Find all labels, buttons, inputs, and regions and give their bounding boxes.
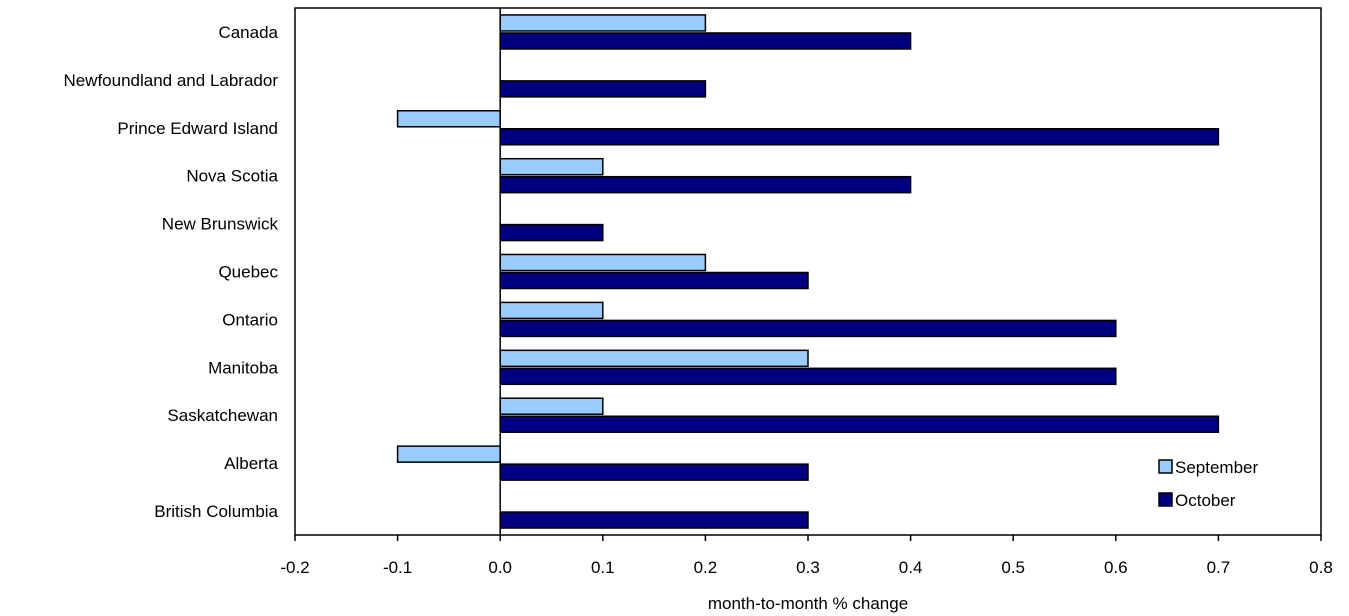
bar-september [499,349,809,368]
category-label: Newfoundland and Labrador [63,71,278,90]
x-tick-label: -0.1 [383,558,412,577]
x-tick-label: 0.8 [1309,558,1333,577]
category-label: Nova Scotia [186,167,278,186]
x-tick-label: 0.0 [488,558,512,577]
category-labels: Canada Newfoundland and Labrador Prince Ed… [63,23,278,521]
category-label: Ontario [222,310,278,329]
x-tick-label: 0.3 [796,558,820,577]
legend-swatch-september [1158,459,1173,474]
legend-swatch-october [1158,492,1173,507]
bar-october [499,271,809,290]
bar-october [499,511,809,529]
bar-october [499,80,707,98]
x-tick-label: 0.7 [1207,558,1231,577]
bar-october [499,175,912,194]
bar-october [499,32,912,50]
category-label: Canada [218,23,278,42]
bar-october [499,463,809,481]
bar-october [499,319,1117,338]
category-label: Manitoba [208,358,278,377]
bar-september [499,253,707,272]
bar-september [499,397,604,415]
bar-september [396,445,501,463]
legend-label-october: October [1175,491,1236,510]
bar-october [499,128,1220,146]
category-label: Prince Edward Island [117,119,278,138]
category-label: British Columbia [154,502,278,521]
x-tick-label: -0.2 [280,558,309,577]
x-tick-label: 0.5 [1001,558,1025,577]
bar-september [499,157,604,176]
x-axis-ticks: -0.2 -0.1 0.0 0.1 0.2 0.3 0.4 0.5 0.6 0.7 0.8 [280,535,1333,577]
x-tick-label: 0.4 [899,558,923,577]
legend-label-september: September [1175,458,1258,477]
category-label: New Brunswick [162,215,279,234]
category-label: Saskatchewan [167,406,278,425]
bar-september [396,110,501,128]
bar-september [499,14,707,32]
category-label: Alberta [224,454,278,473]
category-label: Quebec [218,263,278,282]
x-axis-title: month-to-month % change [708,594,908,613]
legend: September October [1158,458,1258,510]
bars [396,14,1220,529]
bar-october [499,367,1117,386]
x-tick-label: 0.1 [591,558,615,577]
x-tick-label: 0.2 [694,558,718,577]
x-tick-label: 0.6 [1104,558,1128,577]
bar-october [499,415,1220,433]
bar-october [499,223,604,242]
bar-september [499,301,604,320]
